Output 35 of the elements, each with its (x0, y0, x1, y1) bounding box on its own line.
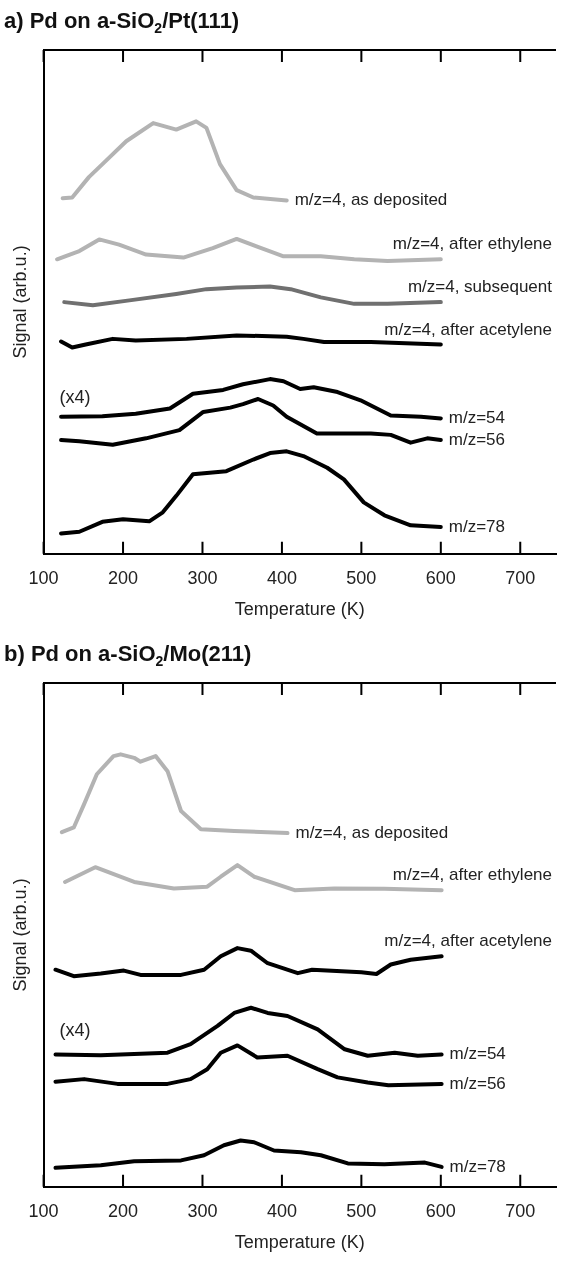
x-tick-label: 100 (28, 567, 59, 588)
series-label: m/z=54 (448, 408, 506, 428)
series-label: m/z=4, after acetylene (384, 319, 552, 339)
x-tick-label: 400 (266, 1200, 297, 1221)
series-label: m/z=4, after acetylene (384, 931, 552, 951)
x-tick-label: 300 (187, 567, 218, 588)
y-axis-title: Signal (arb.u.) (9, 878, 30, 992)
series-label: m/z=56 (448, 429, 506, 449)
x-tick-label: 200 (108, 1200, 139, 1221)
annotation: (x4) (59, 1019, 91, 1040)
x-tick-label: 200 (108, 567, 139, 588)
series-label: m/z=4, after ethylene (392, 865, 552, 885)
annotation: (x4) (59, 386, 91, 407)
x-tick-label: 100 (28, 1200, 59, 1221)
x-tick-label: 700 (505, 1200, 536, 1221)
x-tick-label: 600 (425, 1200, 456, 1221)
x-tick-label: 500 (346, 567, 377, 588)
x-axis-title: Temperature (K) (234, 599, 365, 620)
y-axis-title: Signal (arb.u.) (9, 245, 30, 359)
series-label: m/z=78 (449, 1156, 506, 1176)
x-tick-label: 600 (425, 567, 456, 588)
series-label: m/z=56 (449, 1073, 506, 1093)
x-tick-label: 500 (346, 1200, 377, 1221)
x-tick-label: 700 (505, 567, 536, 588)
x-tick-label: 300 (187, 1200, 218, 1221)
chart-title: a) Pd on a-SiO$_{2}$/Pt(111) (3, 7, 241, 37)
x-axis-title: Temperature (K) (234, 1232, 365, 1253)
x-tick-label: 400 (266, 567, 297, 588)
series-label: m/z=4, after ethylene (392, 234, 552, 254)
series-label: m/z=4, as deposited (295, 822, 449, 842)
chart-title: b) Pd on a-SiO$_{2}$/Mo(211) (3, 640, 253, 670)
series-label: m/z=78 (448, 516, 506, 536)
series-label: m/z=4, subsequent (407, 277, 553, 297)
series-label: m/z=54 (449, 1044, 506, 1064)
series-label: m/z=4, as deposited (294, 190, 448, 210)
